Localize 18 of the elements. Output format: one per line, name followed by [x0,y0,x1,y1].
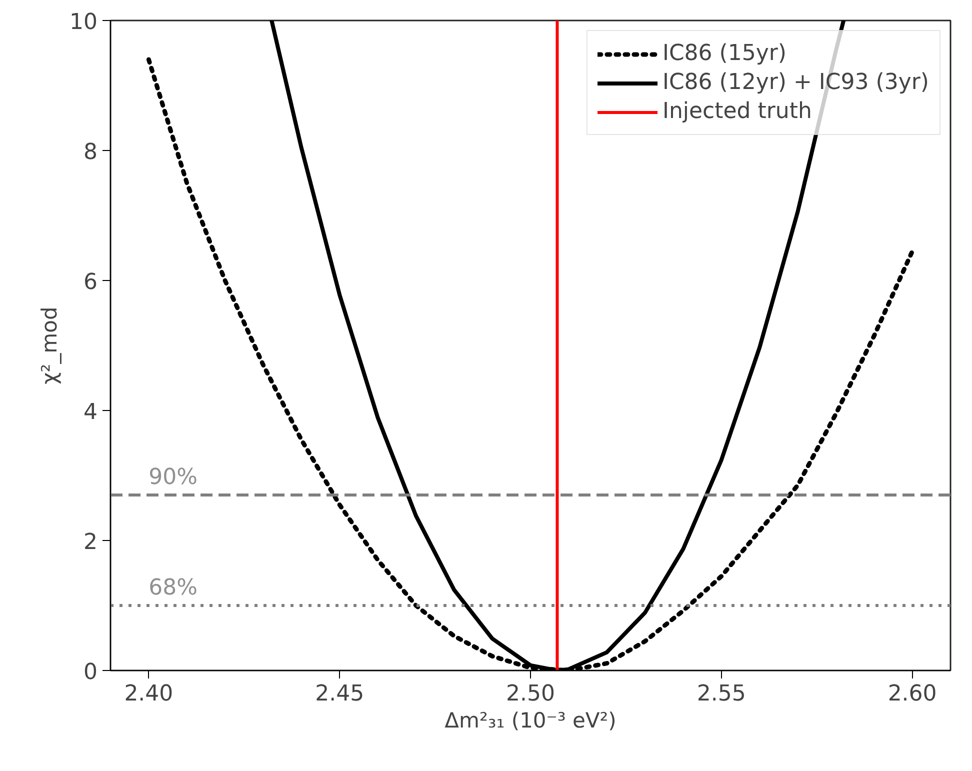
y-tick-label: 8 [84,140,98,165]
y-tick-label: 10 [70,10,98,35]
x-tick-label: 2.60 [888,682,937,706]
y-tick-label: 2 [84,530,98,555]
legend-label: IC86 (15yr) [662,41,787,66]
y-tick-label: 6 [84,270,98,295]
x-tick-label: 2.40 [124,682,174,706]
x-axis-title: Δm²₃₁ (10⁻³ eV²) [444,708,616,732]
y-tick-label: 4 [84,400,98,425]
x-tick-label: 2.45 [315,682,364,706]
x-tick-label: 2.50 [506,682,555,706]
y-axis-title: χ²_mod [38,306,62,384]
annotation: 68% [148,576,198,600]
x-tick-label: 2.55 [696,682,746,706]
y-tick-label: 0 [84,660,98,685]
legend-label: Injected truth [662,99,812,124]
legend-label: IC86 (12yr) + IC93 (3yr) [662,70,929,95]
annotation: 90% [148,465,198,490]
